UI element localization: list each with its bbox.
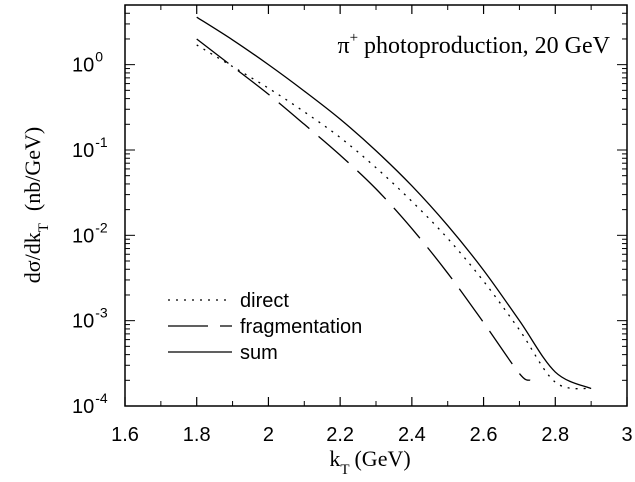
legend: direct fragmentation sum bbox=[168, 290, 362, 364]
legend-label-sum: sum bbox=[240, 342, 278, 364]
series-line-direct bbox=[196, 44, 592, 390]
annotation-particle: π bbox=[337, 33, 349, 59]
y-ticks: 100 10-1 10-2 10-3 10-4 bbox=[72, 4, 627, 418]
annotation: π+ photoproduction, 20 GeV bbox=[337, 30, 610, 59]
y-tick-label: 10-3 bbox=[72, 305, 108, 333]
legend-label-fragmentation: fragmentation bbox=[240, 316, 362, 338]
y-tick-label: 100 bbox=[72, 49, 103, 77]
x-tick-label: 2.6 bbox=[470, 424, 498, 446]
y-tick-label: 10-4 bbox=[72, 390, 108, 418]
x-axis-title-sub: T bbox=[340, 462, 349, 478]
series-line-fragmentation bbox=[196, 38, 531, 381]
y-axis-title-sub: T bbox=[36, 223, 52, 232]
series-layer bbox=[196, 16, 592, 390]
x-ticks: 1.6 1.8 2 2.2 2.4 2.6 2.8 3 bbox=[111, 5, 633, 446]
legend-label-direct: direct bbox=[240, 290, 289, 312]
x-tick-label: 2 bbox=[263, 424, 274, 446]
x-tick-label: 2.4 bbox=[398, 424, 426, 446]
x-axis-title-unit: (GeV) bbox=[354, 446, 410, 471]
x-axis-title: kT (GeV) bbox=[329, 446, 410, 478]
series-line-sum bbox=[196, 16, 592, 390]
x-tick-label: 3 bbox=[621, 424, 632, 446]
y-tick-label: 10-2 bbox=[72, 219, 108, 247]
x-axis-title-main: k bbox=[329, 446, 340, 471]
y-axis-title-unit: (nb/GeV) bbox=[20, 127, 45, 211]
y-axis-title-main: dσ/dk bbox=[20, 232, 45, 283]
annotation-charge: + bbox=[350, 30, 358, 46]
annotation-text: photoproduction, 20 GeV bbox=[364, 33, 611, 59]
x-tick-label: 2.2 bbox=[326, 424, 354, 446]
y-tick-label: 10-1 bbox=[72, 134, 108, 162]
x-tick-label: 1.6 bbox=[111, 424, 139, 446]
x-tick-label: 1.8 bbox=[183, 424, 211, 446]
y-axis-title: dσ/dkT (nb/GeV) bbox=[20, 127, 52, 283]
plot-frame bbox=[124, 4, 628, 407]
x-tick-label: 2.8 bbox=[541, 424, 569, 446]
